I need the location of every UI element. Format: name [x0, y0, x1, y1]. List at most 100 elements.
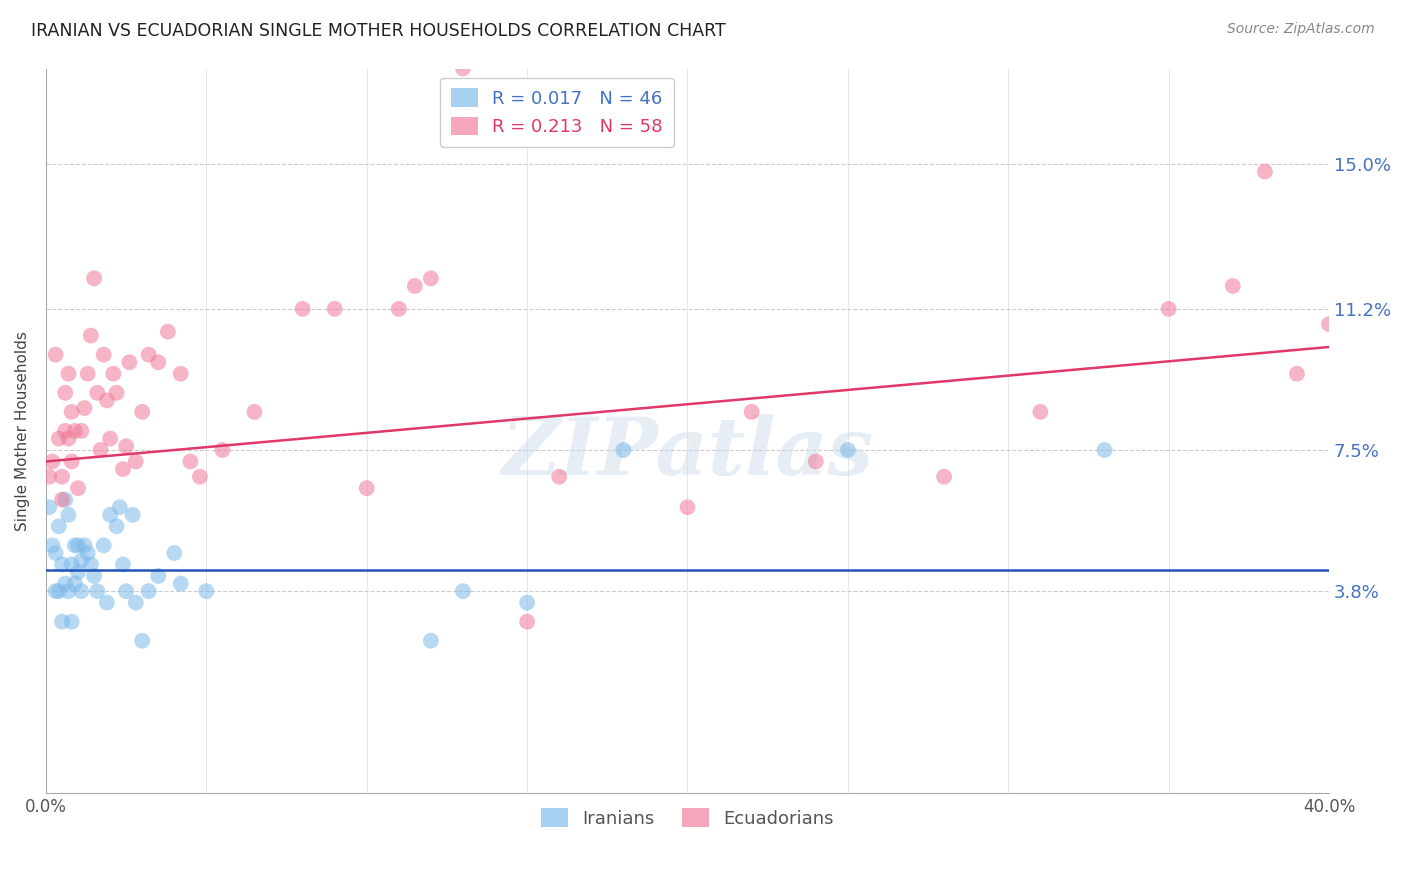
Point	[612, 442, 634, 457]
Point	[98, 432, 121, 446]
Point	[115, 439, 138, 453]
Point	[48, 519, 70, 533]
Point	[58, 432, 80, 446]
Point	[63, 576, 86, 591]
Point	[1157, 301, 1180, 316]
Point	[67, 481, 90, 495]
Point	[404, 279, 426, 293]
Point	[131, 405, 153, 419]
Point	[58, 508, 80, 522]
Point	[111, 462, 134, 476]
Y-axis label: Single Mother Households: Single Mother Households	[15, 331, 30, 531]
Text: IRANIAN VS ECUADORIAN SINGLE MOTHER HOUSEHOLDS CORRELATION CHART: IRANIAN VS ECUADORIAN SINGLE MOTHER HOUS…	[31, 22, 725, 40]
Point	[516, 596, 538, 610]
Point	[118, 355, 141, 369]
Point	[89, 442, 111, 457]
Point	[163, 546, 186, 560]
Point	[111, 558, 134, 572]
Point	[1254, 164, 1277, 178]
Point	[211, 442, 233, 457]
Point	[98, 508, 121, 522]
Point	[1285, 367, 1308, 381]
Point	[45, 546, 67, 560]
Point	[179, 454, 201, 468]
Point	[60, 405, 83, 419]
Point	[105, 385, 128, 400]
Point	[676, 500, 699, 515]
Point	[73, 538, 96, 552]
Point	[38, 469, 60, 483]
Point	[58, 367, 80, 381]
Point	[73, 401, 96, 415]
Point	[51, 469, 73, 483]
Point	[195, 584, 218, 599]
Point	[138, 348, 160, 362]
Point	[170, 576, 193, 591]
Point	[58, 584, 80, 599]
Point	[108, 500, 131, 515]
Point	[53, 492, 76, 507]
Point	[1317, 317, 1340, 331]
Point	[243, 405, 266, 419]
Point	[125, 454, 148, 468]
Point	[148, 569, 170, 583]
Point	[70, 424, 93, 438]
Point	[105, 519, 128, 533]
Point	[45, 584, 67, 599]
Point	[67, 538, 90, 552]
Point	[76, 367, 98, 381]
Point	[93, 348, 115, 362]
Point	[83, 271, 105, 285]
Point	[419, 271, 441, 285]
Point	[86, 584, 108, 599]
Point	[291, 301, 314, 316]
Point	[80, 328, 103, 343]
Point	[41, 454, 63, 468]
Point	[48, 584, 70, 599]
Point	[1222, 279, 1244, 293]
Point	[51, 558, 73, 572]
Point	[38, 500, 60, 515]
Point	[125, 596, 148, 610]
Point	[53, 576, 76, 591]
Point	[1094, 442, 1116, 457]
Point	[451, 584, 474, 599]
Point	[80, 558, 103, 572]
Text: Source: ZipAtlas.com: Source: ZipAtlas.com	[1227, 22, 1375, 37]
Point	[1029, 405, 1052, 419]
Point	[741, 405, 763, 419]
Point	[53, 385, 76, 400]
Point	[356, 481, 378, 495]
Point	[70, 554, 93, 568]
Point	[63, 424, 86, 438]
Point	[451, 62, 474, 76]
Point	[76, 546, 98, 560]
Point	[148, 355, 170, 369]
Point	[96, 596, 118, 610]
Point	[115, 584, 138, 599]
Point	[323, 301, 346, 316]
Point	[41, 538, 63, 552]
Point	[93, 538, 115, 552]
Point	[837, 442, 859, 457]
Point	[83, 569, 105, 583]
Point	[388, 301, 411, 316]
Point	[131, 633, 153, 648]
Point	[156, 325, 179, 339]
Point	[51, 492, 73, 507]
Point	[60, 615, 83, 629]
Point	[63, 538, 86, 552]
Point	[932, 469, 955, 483]
Point	[121, 508, 143, 522]
Point	[45, 348, 67, 362]
Point	[138, 584, 160, 599]
Point	[188, 469, 211, 483]
Text: ZIPatlas: ZIPatlas	[502, 414, 873, 491]
Point	[48, 432, 70, 446]
Point	[51, 615, 73, 629]
Point	[53, 424, 76, 438]
Point	[70, 584, 93, 599]
Point	[96, 393, 118, 408]
Point	[548, 469, 571, 483]
Point	[804, 454, 827, 468]
